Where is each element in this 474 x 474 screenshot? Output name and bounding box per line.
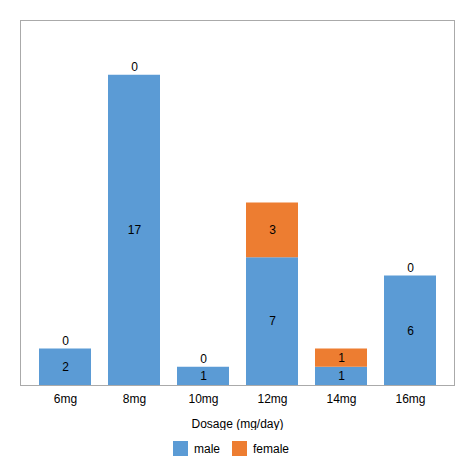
svg-text:12mg: 12mg [257, 392, 287, 406]
svg-text:0: 0 [62, 334, 69, 348]
svg-text:0: 0 [131, 60, 138, 74]
svg-text:2: 2 [62, 360, 69, 374]
svg-text:14mg: 14mg [326, 392, 356, 406]
svg-text:1: 1 [200, 369, 207, 383]
svg-text:0: 0 [200, 352, 207, 366]
svg-text:6: 6 [407, 324, 414, 338]
html-text:male: male [194, 441, 220, 456]
svg-text:7: 7 [269, 314, 276, 328]
svg-text:1: 1 [338, 369, 345, 383]
svg-text:3: 3 [269, 223, 276, 237]
svg-text:Dosage (mg/day): Dosage (mg/day) [191, 417, 283, 431]
svg-text:1: 1 [338, 351, 345, 365]
html-text:female: female [253, 441, 289, 456]
svg-text:0: 0 [407, 261, 414, 275]
svg-text:6mg: 6mg [54, 392, 77, 406]
svg-text:16mg: 16mg [395, 392, 425, 406]
svg-text:8mg: 8mg [123, 392, 146, 406]
svg-text:17: 17 [128, 223, 142, 237]
svg-text:10mg: 10mg [188, 392, 218, 406]
